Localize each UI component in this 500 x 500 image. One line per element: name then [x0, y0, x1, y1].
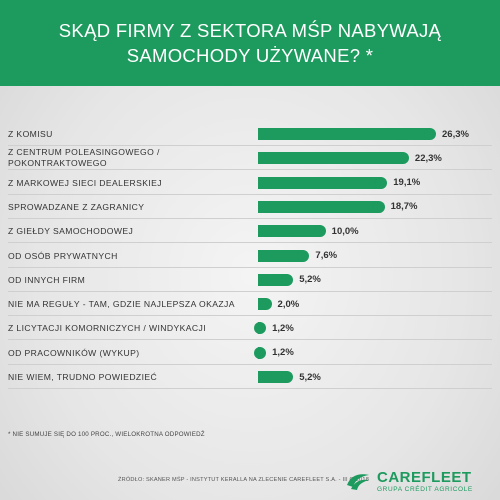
- chart-title-line-1: SKĄD FIRMY Z SEKTORA MŚP NABYWAJĄ: [58, 20, 442, 41]
- header-banner: SKĄD FIRMY Z SEKTORA MŚP NABYWAJĄ SAMOCH…: [0, 0, 500, 86]
- bar: [258, 225, 326, 238]
- bar-value-label: 2,0%: [277, 298, 300, 310]
- bar: [258, 249, 310, 262]
- bar-value-label: 22,3%: [414, 152, 442, 164]
- bar-value-label: 1,2%: [272, 347, 294, 359]
- chart-title-line-2: SAMOCHODY UŻYWANE? *: [126, 45, 374, 66]
- credit-agricole-logo-icon: [347, 474, 369, 490]
- bar-value-label: 1,2%: [272, 322, 294, 334]
- carefleet-logo: CAREFLEET GRUPA CRÉDIT AGRICOLE: [345, 469, 495, 495]
- category-label: OD OSÓB PRYWATNYCH: [8, 250, 118, 261]
- row-separator: [8, 315, 492, 317]
- bar: [258, 200, 385, 213]
- logo-name: CAREFLEET: [377, 469, 472, 486]
- bar-value-label: 10,0%: [331, 225, 359, 237]
- bar: [258, 176, 388, 189]
- bar: [258, 152, 409, 165]
- bar-value-label: 26,3%: [442, 128, 469, 140]
- row-separator: [8, 339, 492, 341]
- bar: [253, 322, 267, 335]
- category-label: NIE WIEM, TRUDNO POWIEDZIEĆ: [8, 372, 158, 382]
- row-separator: [8, 363, 492, 365]
- bar-value-label: 18,7%: [390, 201, 418, 213]
- row-separator: [8, 193, 492, 195]
- category-label: NIE MA REGUŁY - TAM, GDZIE NAJLEPSZA OKA…: [8, 299, 235, 310]
- category-label: Z KOMISU: [8, 129, 53, 139]
- category-label: Z LICYTACJI KOMORNICZYCH / WINDYKACJI: [8, 323, 206, 334]
- bar-value-label: 5,2%: [299, 371, 321, 383]
- bar-value-label: 7,6%: [315, 250, 338, 261]
- row-separator: [8, 266, 492, 268]
- bar: [253, 346, 267, 359]
- logo-subtitle: GRUPA CRÉDIT AGRICOLE: [377, 486, 473, 493]
- category-label: Z CENTRUM POLEASINGOWEGO / POKONTRAKTOWE…: [8, 147, 160, 168]
- category-label: SPROWADZANE Z ZAGRANICY: [8, 201, 145, 212]
- bar: [258, 371, 294, 383]
- bar-value-label: 5,2%: [299, 274, 321, 286]
- row-separator: [8, 217, 492, 219]
- chart-title: SKĄD FIRMY Z SEKTORA MŚP NABYWAJĄ SAMOCH…: [0, 0, 500, 68]
- row-separator: [8, 145, 492, 146]
- category-label: OD INNYCH FIRM: [8, 274, 86, 285]
- category-label: Z MARKOWEJ SIECI DEALERSKIEJ: [8, 177, 162, 188]
- bar: [258, 298, 271, 311]
- footnote: * NIE SUMUJE SIĘ DO 100 PROC., WIELOKROT…: [8, 431, 205, 438]
- category-label: Z GIEŁDY SAMOCHODOWEJ: [8, 226, 134, 237]
- bar-value-label: 19,1%: [393, 177, 421, 189]
- row-separator: [8, 169, 492, 171]
- row-separator: [8, 290, 492, 292]
- category-label: OD PRACOWNIKÓW (WYKUP): [8, 347, 140, 358]
- source-note: ŹRÓDŁO: SKANER MŚP - INSTYTUT KERALLA NA…: [118, 477, 370, 483]
- bar: [258, 273, 294, 286]
- bar: [258, 128, 436, 140]
- row-separator: [8, 388, 492, 389]
- row-separator: [8, 242, 492, 244]
